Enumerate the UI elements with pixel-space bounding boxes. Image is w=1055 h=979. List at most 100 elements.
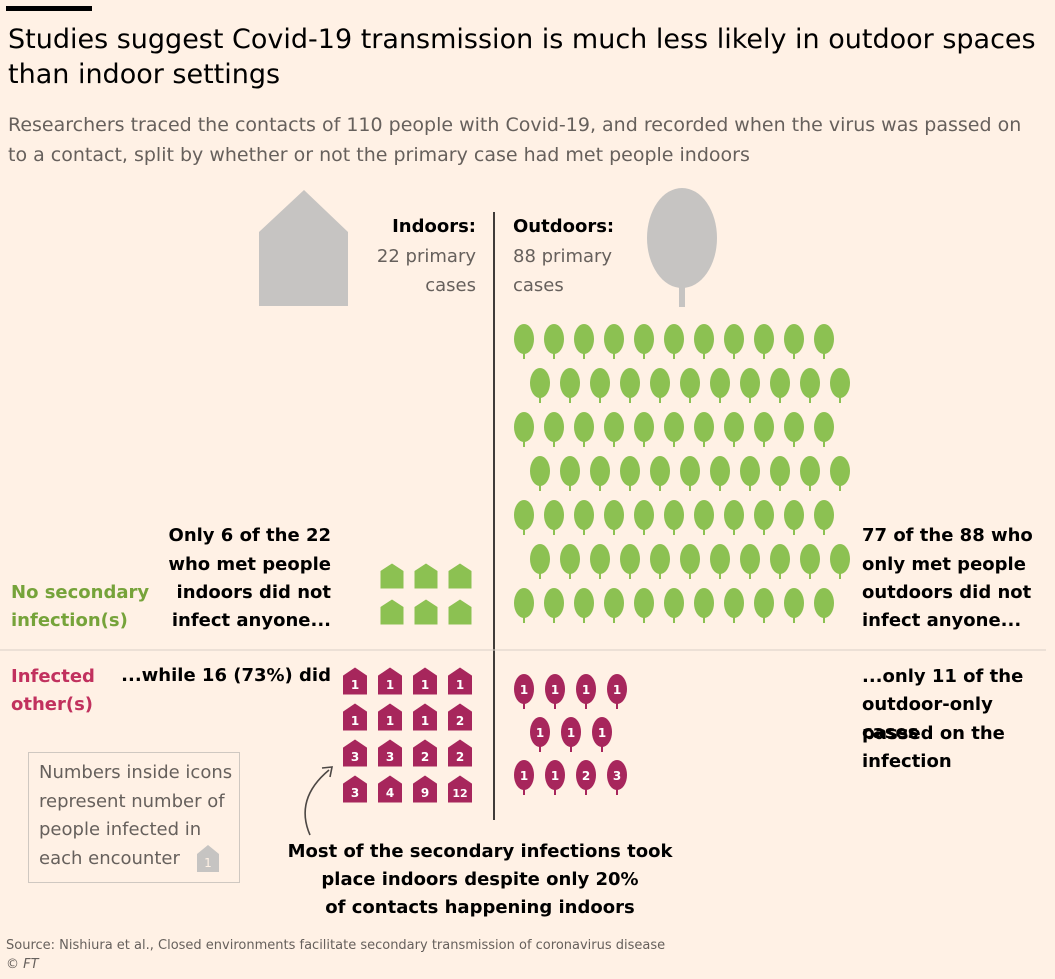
house-unit-infected xyxy=(448,667,472,695)
tree-unit-infected xyxy=(607,674,627,704)
tree-trunk xyxy=(613,441,615,447)
brand-bar xyxy=(6,6,92,11)
tree-unit-no-infection xyxy=(514,412,534,442)
house-unit-infected xyxy=(378,775,402,803)
tree-trunk xyxy=(583,529,585,535)
icon-count-label: 2 xyxy=(456,714,464,728)
tree-unit-no-infection xyxy=(590,456,610,486)
tree-unit-infected xyxy=(607,760,627,790)
tree-unit-no-infection xyxy=(724,500,744,530)
outdoor-none-note-3: outdoors did not xyxy=(862,582,1032,603)
tree-trunk xyxy=(613,353,615,359)
tree-unit-no-infection xyxy=(574,500,594,530)
tree-trunk xyxy=(763,617,765,623)
house-unit-infected xyxy=(413,775,437,803)
source-note: Source: Nishiura et al., Closed environm… xyxy=(6,938,666,953)
house-unit-infected xyxy=(413,739,437,767)
tree-trunk xyxy=(733,353,735,359)
tree-unit-no-infection xyxy=(650,544,670,574)
indoors-count: 22 primary xyxy=(376,246,476,267)
icon-count-label: 3 xyxy=(613,769,621,783)
tree-trunk xyxy=(809,485,811,491)
tree-trunk xyxy=(659,397,661,403)
tree-trunk xyxy=(554,789,556,795)
tree-trunk xyxy=(616,703,618,709)
tree-unit-no-infection xyxy=(544,324,564,354)
house-unit-no-infection xyxy=(448,599,472,625)
house-unit-infected xyxy=(448,739,472,767)
tree-unit-no-infection xyxy=(634,412,654,442)
tree-icon xyxy=(647,188,717,288)
tree-unit-no-infection xyxy=(604,588,624,618)
icon-count-label: 9 xyxy=(421,786,429,800)
tree-unit-no-infection xyxy=(560,456,580,486)
key-line-3: people infected in xyxy=(39,819,202,840)
tree-trunk-icon xyxy=(679,287,685,307)
tree-unit-no-infection xyxy=(544,588,564,618)
tree-trunk xyxy=(793,529,795,535)
icon-count-label: 1 xyxy=(386,714,394,728)
tree-unit-no-infection xyxy=(574,324,594,354)
icon-count-label: 4 xyxy=(386,786,394,800)
tree-trunk xyxy=(823,529,825,535)
tree-unit-no-infection xyxy=(800,368,820,398)
tree-unit-infected xyxy=(545,674,565,704)
tree-unit-no-infection xyxy=(680,456,700,486)
tree-trunk xyxy=(539,573,541,579)
tree-unit-no-infection xyxy=(560,368,580,398)
tree-trunk xyxy=(793,353,795,359)
tree-trunk xyxy=(823,353,825,359)
tree-trunk xyxy=(719,485,721,491)
tree-trunk xyxy=(839,397,841,403)
indoor-none-note-4: infect anyone... xyxy=(171,610,331,631)
tree-trunk xyxy=(749,485,751,491)
tree-unit-no-infection xyxy=(650,456,670,486)
tree-trunk xyxy=(583,617,585,623)
tree-trunk xyxy=(643,441,645,447)
tree-trunk xyxy=(629,397,631,403)
icon-count-label: 1 xyxy=(351,714,359,728)
tree-unit-no-infection xyxy=(544,412,564,442)
house-icon xyxy=(259,190,348,306)
tree-trunk xyxy=(733,529,735,535)
indoor-none-note-3: indoors did not xyxy=(176,582,331,603)
icon-count-label: 12 xyxy=(452,787,467,800)
tree-trunk xyxy=(749,397,751,403)
tree-unit-no-infection xyxy=(814,324,834,354)
tree-unit-no-infection xyxy=(754,588,774,618)
tree-unit-no-infection xyxy=(680,544,700,574)
outdoor-infected-note-1: ...only 11 of the xyxy=(862,666,1024,687)
tree-trunk xyxy=(616,789,618,795)
house-unit-no-infection xyxy=(380,599,404,625)
bottom-note-3: of contacts happening indoors xyxy=(325,897,635,918)
tree-unit-no-infection xyxy=(590,368,610,398)
key-house-number: 1 xyxy=(204,856,212,870)
icon-count-label: 1 xyxy=(421,678,429,692)
tree-unit-no-infection xyxy=(650,368,670,398)
tree-trunk xyxy=(583,441,585,447)
row-label-no-secondary: No secondary xyxy=(11,582,150,603)
tree-trunk xyxy=(673,353,675,359)
tree-unit-no-infection xyxy=(590,544,610,574)
tree-trunk xyxy=(569,573,571,579)
chart-subtitle: Researchers traced the contacts of 110 p… xyxy=(8,114,1022,166)
icon-count-label: 1 xyxy=(551,683,559,697)
tree-trunk xyxy=(673,441,675,447)
tree-trunk xyxy=(523,353,525,359)
indoor-none-note-2: who met people xyxy=(168,554,331,575)
tree-trunk xyxy=(689,485,691,491)
tree-trunk xyxy=(629,573,631,579)
arrow-line xyxy=(304,769,330,836)
tree-unit-no-infection xyxy=(620,544,640,574)
icon-count-label: 3 xyxy=(386,750,394,764)
house-unit-infected xyxy=(413,667,437,695)
tree-trunk xyxy=(703,529,705,535)
tree-trunk xyxy=(553,617,555,623)
house-unit-infected xyxy=(378,739,402,767)
indoors-header: Indoors: xyxy=(392,216,476,237)
tree-unit-no-infection xyxy=(754,412,774,442)
tree-trunk xyxy=(570,746,572,752)
tree-unit-no-infection xyxy=(574,412,594,442)
house-unit-no-infection xyxy=(380,563,404,589)
